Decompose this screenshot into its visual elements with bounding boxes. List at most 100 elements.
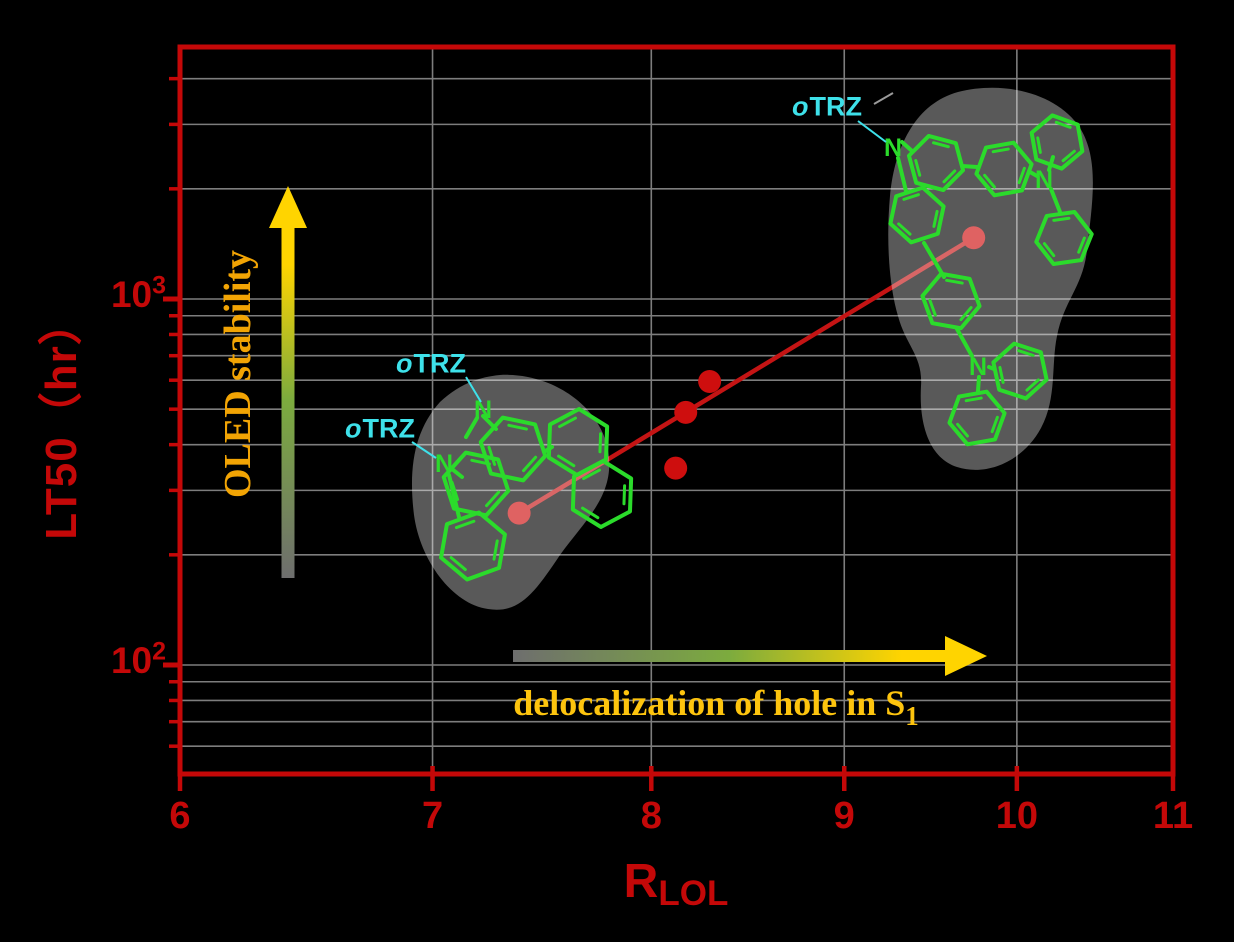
x-tick-label: 11 <box>1152 795 1194 837</box>
double-bond <box>492 539 499 561</box>
data-points <box>507 226 986 525</box>
bond <box>987 365 996 371</box>
bond <box>955 327 974 358</box>
oled-stability-arrow <box>269 186 307 578</box>
double-bond <box>449 556 467 572</box>
double-bond <box>485 490 501 508</box>
molecule-highlight-blobs <box>411 87 1093 610</box>
left-molecule-blob <box>411 374 610 610</box>
right-molecule-structure: N N N <box>884 113 1094 447</box>
x-tick-label: 6 <box>169 795 191 837</box>
x-axis-title-subscript: LOL <box>658 874 729 913</box>
left-molecule-structure: NN <box>435 396 634 582</box>
otrz-annotation-left-upper: oTRZ <box>396 348 466 379</box>
double-bond <box>598 432 603 454</box>
data-point <box>962 226 986 250</box>
double-bond <box>557 454 576 468</box>
x-tick-label: 10 <box>995 795 1038 837</box>
double-bond <box>990 415 999 434</box>
benzene-ring <box>906 133 966 193</box>
bond <box>447 473 461 519</box>
y-tick-label-100: 102 <box>110 637 166 681</box>
double-bond <box>1077 236 1086 254</box>
benzene-ring <box>478 415 548 483</box>
x-tick-label: 7 <box>421 795 444 837</box>
double-bond <box>582 468 601 481</box>
double-bond <box>622 484 627 506</box>
double-bond <box>1052 216 1071 222</box>
double-bond <box>581 506 600 520</box>
stray-mark <box>873 92 894 105</box>
double-bond <box>470 458 491 466</box>
data-point <box>698 370 722 394</box>
data-point <box>507 501 531 525</box>
bond <box>542 445 554 454</box>
benzene-ring <box>1029 113 1085 171</box>
double-bond <box>914 159 922 177</box>
data-point <box>664 456 688 480</box>
double-bond <box>964 396 983 403</box>
otrz-leader-lines <box>411 120 887 459</box>
bond <box>481 414 498 431</box>
y-tick-exponent: 2 <box>152 637 166 666</box>
double-bond <box>487 445 497 466</box>
double-bond <box>932 209 939 228</box>
double-bond <box>1025 378 1040 392</box>
benzene-ring <box>1034 210 1094 266</box>
double-bond <box>942 169 957 184</box>
s1-subscript: 1 <box>905 701 919 731</box>
double-bond <box>902 193 920 201</box>
double-bond <box>956 422 969 438</box>
double-bond <box>1017 349 1035 357</box>
benzene-ring <box>570 459 634 529</box>
otrz-annotation-right: oTRZ <box>792 91 862 122</box>
double-bond <box>1036 136 1042 154</box>
delocalization-arrow-label: delocalization of hole in S1 <box>513 683 919 731</box>
nitrogen-atom-label: N <box>474 396 492 424</box>
bond <box>976 375 981 393</box>
bond <box>450 467 464 479</box>
double-bond <box>897 222 912 236</box>
bond <box>900 140 914 153</box>
double-bond <box>1017 166 1026 185</box>
bond <box>1049 187 1062 214</box>
double-bond <box>522 455 538 473</box>
arrow-head-right <box>945 636 987 676</box>
nitrogen-atom-label: N <box>884 134 902 162</box>
nitrogen-atom-label: N <box>969 353 987 381</box>
benzene-ring <box>974 140 1034 198</box>
bond <box>1028 170 1039 178</box>
benzene-ring <box>441 450 511 518</box>
delocalization-arrow <box>513 636 987 676</box>
benzene-ring <box>947 389 1007 447</box>
double-bond <box>983 173 996 189</box>
double-bond <box>507 423 528 431</box>
double-bond <box>1061 149 1076 163</box>
bond <box>464 416 479 439</box>
x-tick-label: 9 <box>833 795 855 837</box>
benzene-ring <box>888 185 946 245</box>
bond <box>960 164 979 169</box>
y-tick-exponent: 3 <box>152 271 166 300</box>
axis-ticks <box>163 76 1176 791</box>
y-tick-label-1000: 103 <box>110 271 166 315</box>
double-bond <box>959 306 973 322</box>
benzene-ring <box>546 407 610 477</box>
otrz-annotation-left-lower: oTRZ <box>345 413 415 444</box>
double-bond <box>1054 120 1072 129</box>
double-bond <box>932 141 950 149</box>
x-axis-title: RLOL <box>623 855 729 913</box>
double-bond <box>454 519 476 530</box>
oled-stability-arrow-label: OLED stability <box>217 249 259 499</box>
right-molecule-blob <box>888 87 1093 470</box>
bond <box>922 241 946 279</box>
double-bond <box>928 298 937 317</box>
x-tick-label: 8 <box>640 795 662 837</box>
double-bond <box>558 416 577 429</box>
gridlines <box>180 47 1173 774</box>
bond <box>1047 155 1055 172</box>
double-bond <box>998 365 1005 384</box>
arrow-head-up <box>269 186 307 228</box>
data-point <box>674 400 698 424</box>
